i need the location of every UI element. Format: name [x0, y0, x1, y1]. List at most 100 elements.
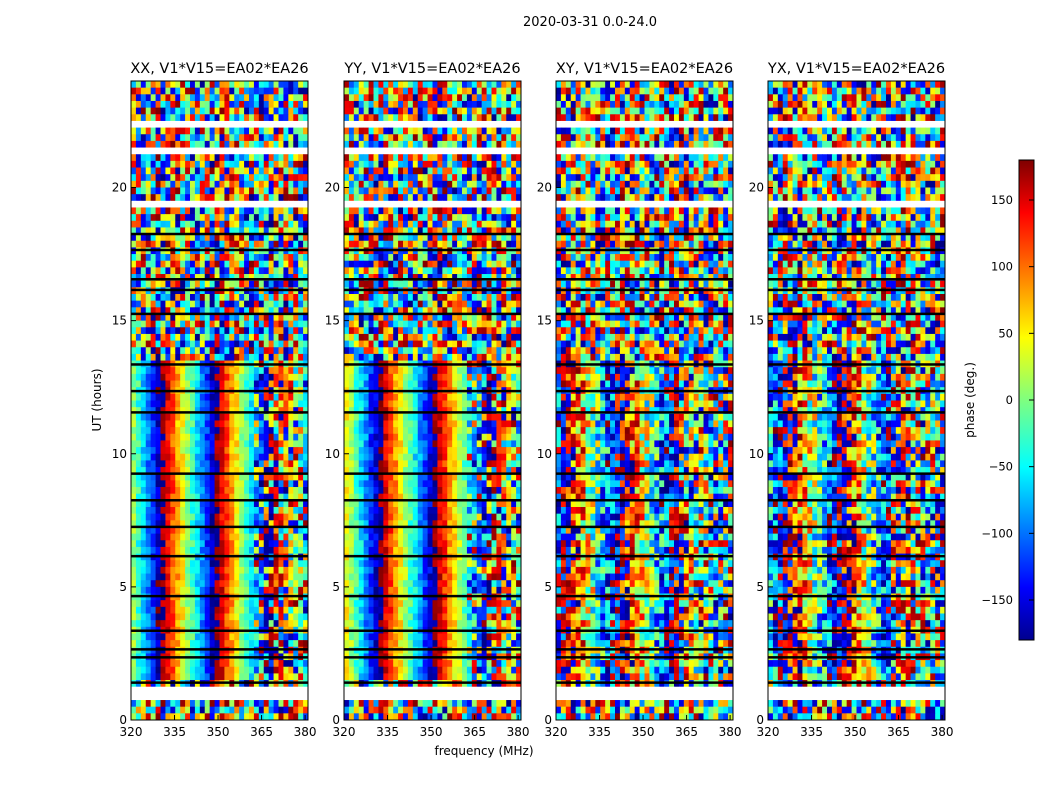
- heatmap-cell: [432, 340, 438, 348]
- heatmap-cell: [348, 107, 355, 115]
- heatmap-cell: [145, 114, 152, 122]
- heatmap-cell: [234, 107, 240, 115]
- heatmap-cell: [190, 260, 196, 268]
- heatmap-cell: [155, 154, 161, 162]
- heatmap-cell: [273, 706, 279, 714]
- heatmap-cell: [358, 307, 365, 315]
- heatmap-cell: [491, 187, 497, 195]
- heatmap-cell: [491, 214, 497, 222]
- y-tick-label: 20: [112, 181, 127, 195]
- heatmap-cell: [239, 120, 245, 128]
- heatmap-cell: [244, 127, 250, 135]
- heatmap-cell: [239, 327, 245, 335]
- heatmap-cell: [229, 114, 235, 122]
- heatmap-cell: [278, 107, 284, 115]
- heatmap-cell: [209, 640, 215, 648]
- heatmap-cell: [160, 254, 166, 262]
- heatmap-cell: [219, 666, 225, 674]
- heatmap-cell: [293, 227, 299, 235]
- heatmap-cell: [145, 333, 152, 341]
- heatmap-cell: [190, 526, 196, 535]
- heatmap-cell: [263, 606, 270, 614]
- heatmap-cell: [234, 307, 240, 315]
- heatmap-cell: [378, 187, 384, 195]
- heatmap-cell: [258, 566, 265, 574]
- heatmap-cell: [249, 706, 255, 714]
- heatmap-cell: [199, 267, 206, 275]
- heatmap-cell: [165, 460, 171, 468]
- heatmap-cell: [185, 200, 191, 208]
- heatmap-cell: [258, 560, 265, 568]
- heatmap-cell: [353, 327, 360, 335]
- heatmap-cell: [501, 274, 507, 282]
- heatmap-cell: [180, 154, 186, 162]
- heatmap-cell: [273, 573, 279, 581]
- heatmap-cell: [253, 380, 260, 388]
- heatmap-cell: [403, 280, 409, 288]
- heatmap-cell: [155, 500, 161, 508]
- heatmap-cell: [437, 187, 443, 195]
- heatmap-cell: [298, 120, 304, 128]
- heatmap-cell: [253, 127, 260, 135]
- heatmap-cell: [234, 373, 240, 381]
- heatmap-cell: [388, 167, 394, 175]
- heatmap-cell: [407, 313, 414, 322]
- heatmap-cell: [209, 353, 215, 361]
- heatmap-cell: [348, 194, 355, 202]
- heatmap-cell: [219, 693, 225, 701]
- heatmap-cell: [476, 347, 483, 355]
- heatmap-cell: [135, 433, 142, 441]
- heatmap-cell: [175, 207, 181, 215]
- heatmap-cell: [170, 407, 176, 415]
- heatmap-cell: [368, 187, 374, 195]
- heatmap-cell: [283, 427, 289, 435]
- heatmap-cell: [407, 127, 414, 135]
- heatmap-cell: [253, 254, 260, 262]
- heatmap-cell: [422, 254, 428, 262]
- heatmap-cell: [219, 500, 225, 508]
- heatmap-cell: [511, 134, 517, 142]
- heatmap-cell: [486, 313, 492, 322]
- heatmap-cell: [442, 134, 448, 142]
- heatmap-cell: [393, 313, 399, 322]
- heatmap-cell: [348, 274, 355, 282]
- heatmap-cell: [298, 546, 304, 554]
- heatmap-cell: [249, 333, 255, 341]
- heatmap-cell: [219, 300, 225, 308]
- heatmap-cell: [140, 393, 147, 401]
- heatmap-cell: [199, 114, 206, 122]
- heatmap-cell: [234, 320, 240, 328]
- heatmap-cell: [258, 340, 265, 348]
- heatmap-cell: [199, 573, 206, 581]
- heatmap-cell: [160, 693, 166, 701]
- heatmap-cell: [185, 167, 191, 175]
- heatmap-cell: [491, 140, 497, 148]
- heatmap-cell: [263, 600, 270, 608]
- heatmap-cell: [383, 353, 389, 361]
- heatmap-cell: [180, 493, 186, 501]
- heatmap-cell: [150, 254, 156, 262]
- heatmap-cell: [150, 560, 156, 568]
- heatmap-cell: [417, 134, 424, 142]
- heatmap-cell: [190, 706, 196, 714]
- heatmap-cell: [486, 280, 492, 288]
- heatmap-cell: [131, 200, 137, 208]
- heatmap-cell: [353, 227, 360, 235]
- heatmap-cell: [155, 333, 161, 341]
- heatmap-cell: [253, 207, 260, 215]
- heatmap-cell: [239, 427, 245, 435]
- heatmap-cell: [268, 154, 274, 162]
- heatmap-cell: [442, 194, 448, 202]
- heatmap-cell: [229, 467, 235, 475]
- heatmap-cell: [417, 200, 424, 208]
- heatmap-cell: [145, 460, 152, 468]
- heatmap-cell: [432, 254, 438, 262]
- heatmap-cell: [447, 294, 453, 302]
- heatmap-cell: [194, 493, 201, 501]
- heatmap-cell: [244, 120, 250, 128]
- heatmap-cell: [229, 347, 235, 355]
- heatmap-cell: [432, 127, 438, 135]
- heatmap-cell: [180, 260, 186, 268]
- heatmap-cell: [283, 294, 289, 302]
- heatmap-cell: [278, 400, 284, 408]
